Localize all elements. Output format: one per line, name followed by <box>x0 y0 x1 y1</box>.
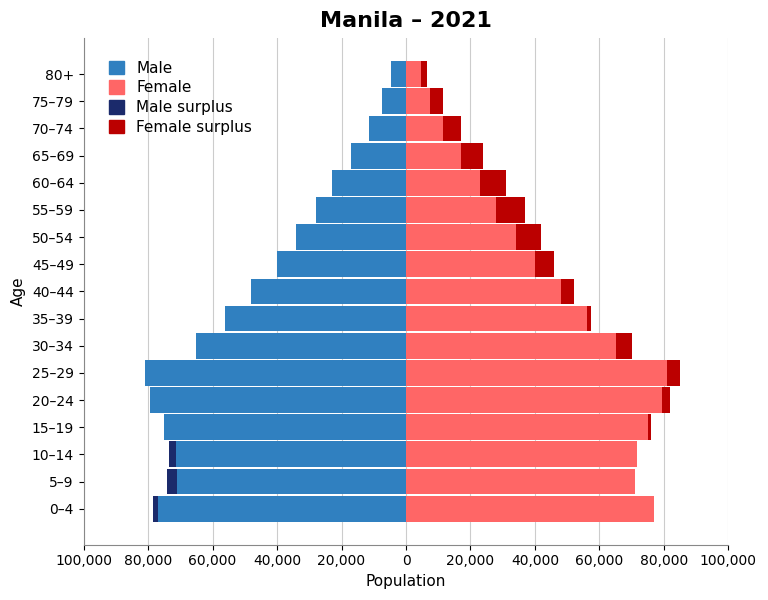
Bar <box>406 305 587 331</box>
Bar <box>587 305 591 331</box>
Bar <box>369 116 406 142</box>
X-axis label: Population: Population <box>366 574 446 589</box>
Bar <box>277 251 406 277</box>
Bar <box>561 278 574 304</box>
Bar <box>647 415 651 440</box>
Bar <box>157 496 406 521</box>
Bar <box>406 415 647 440</box>
Bar <box>406 88 430 114</box>
Bar <box>515 224 541 250</box>
Bar <box>422 61 427 87</box>
Bar <box>145 360 406 386</box>
Bar <box>251 278 406 304</box>
Bar <box>406 251 535 277</box>
Bar <box>406 442 637 467</box>
Bar <box>296 224 406 250</box>
Y-axis label: Age: Age <box>11 277 26 306</box>
Bar <box>535 251 554 277</box>
Bar <box>153 496 157 521</box>
Bar <box>391 61 406 87</box>
Bar <box>406 469 635 494</box>
Bar <box>351 143 406 169</box>
Bar <box>406 333 616 359</box>
Bar <box>176 442 406 467</box>
Bar <box>406 224 515 250</box>
Bar <box>406 116 443 142</box>
Bar <box>480 170 506 196</box>
Bar <box>406 387 662 413</box>
Bar <box>406 61 422 87</box>
Bar <box>406 197 496 223</box>
Bar <box>662 387 670 413</box>
Bar <box>167 469 177 494</box>
Bar <box>406 278 561 304</box>
Bar <box>226 305 406 331</box>
Bar <box>406 496 654 521</box>
Bar <box>316 197 406 223</box>
Bar <box>667 360 680 386</box>
Bar <box>430 88 443 114</box>
Bar <box>406 360 667 386</box>
Legend: Male, Female, Male surplus, Female surplus: Male, Female, Male surplus, Female surpl… <box>104 56 257 139</box>
Bar <box>406 170 480 196</box>
Bar <box>443 116 461 142</box>
Bar <box>164 415 406 440</box>
Bar <box>169 442 176 467</box>
Title: Manila – 2021: Manila – 2021 <box>320 11 492 31</box>
Bar <box>461 143 483 169</box>
Bar <box>496 197 525 223</box>
Bar <box>332 170 406 196</box>
Bar <box>197 333 406 359</box>
Bar <box>150 387 406 413</box>
Bar <box>616 333 631 359</box>
Bar <box>406 143 461 169</box>
Bar <box>382 88 406 114</box>
Bar <box>177 469 406 494</box>
